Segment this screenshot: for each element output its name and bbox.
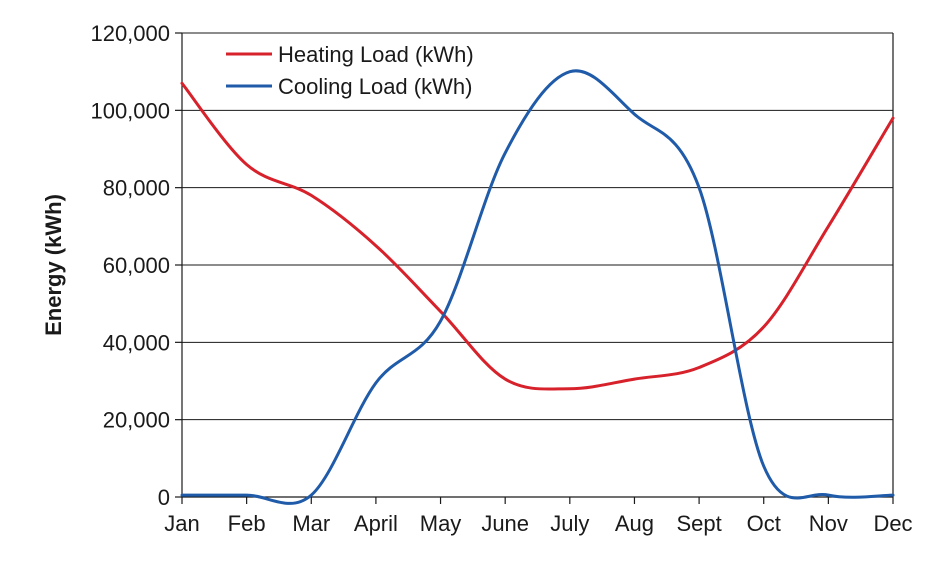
y-tick-label: 40,000 bbox=[103, 330, 170, 355]
y-tick-label: 80,000 bbox=[103, 176, 170, 201]
y-tick-label: 20,000 bbox=[103, 408, 170, 433]
x-tick-label: Mar bbox=[292, 511, 330, 536]
heating-load-kwh-legend-label: Heating Load (kWh) bbox=[278, 42, 474, 67]
x-tick-label: April bbox=[354, 511, 398, 536]
x-tick-label: July bbox=[550, 511, 589, 536]
x-tick-label: Jan bbox=[164, 511, 199, 536]
grid bbox=[182, 32, 893, 421]
legend: Heating Load (kWh) Cooling Load (kWh) bbox=[226, 42, 474, 99]
y-tick-label: 120,000 bbox=[90, 21, 170, 46]
cooling-load-kwh-series-line bbox=[180, 69, 895, 505]
x-tick-label: Nov bbox=[809, 511, 848, 536]
x-tick-label: June bbox=[481, 511, 529, 536]
series bbox=[180, 69, 895, 505]
y-tick-label: 100,000 bbox=[90, 98, 170, 123]
y-tick-label: 0 bbox=[158, 485, 170, 510]
x-tick-label: May bbox=[420, 511, 462, 536]
axes: 0 20,000 40,000 60,000 80,000 100,000 120,000 J… bbox=[90, 21, 912, 536]
x-tick-label: Feb bbox=[228, 511, 266, 536]
y-tick-label: 60,000 bbox=[103, 253, 170, 278]
x-tick-label: Aug bbox=[615, 511, 654, 536]
x-tick-label: Dec bbox=[873, 511, 912, 536]
heating-load-kwh-series-line bbox=[180, 81, 895, 391]
x-tick-label: Oct bbox=[747, 511, 781, 536]
y-axis-title: Energy (kWh) bbox=[41, 194, 66, 336]
x-tick-label: Sept bbox=[676, 511, 721, 536]
cooling-load-kwh-legend-label: Cooling Load (kWh) bbox=[278, 74, 472, 99]
